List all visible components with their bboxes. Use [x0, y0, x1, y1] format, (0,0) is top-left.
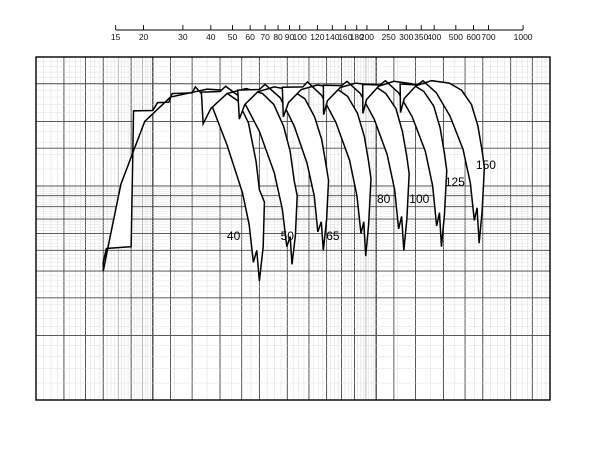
top-axis-tick-label: 100 — [293, 32, 307, 42]
curve-label-125: 125 — [445, 175, 465, 189]
top-axis-tick-label: 40 — [206, 32, 216, 42]
pump-envelope-80[interactable] — [281, 80, 372, 257]
pump-envelope-150[interactable] — [399, 79, 486, 244]
top-axis-tick-label: 60 — [245, 32, 255, 42]
top-axis-tick-label: 140 — [325, 32, 339, 42]
top-axis-tick-label: 90 — [285, 32, 295, 42]
top-axis-tick-label: 200 — [360, 32, 374, 42]
top-axis-tick-label: 70 — [260, 32, 270, 42]
pump-envelope-125[interactable] — [361, 79, 448, 247]
top-axis-tick-label: 20 — [139, 32, 149, 42]
top-axis-tick-label: 80 — [273, 32, 283, 42]
top-axis-tick-label: 1000 — [514, 32, 533, 42]
top-axis-tick-label: 30 — [178, 32, 188, 42]
top-axis-tick-label: 500 — [449, 32, 463, 42]
curve-label-80: 80 — [377, 192, 391, 206]
top-axis-tick-label: 400 — [427, 32, 441, 42]
top-axis-tick-label: 15 — [111, 32, 121, 42]
top-axis-tick-label: 300 — [399, 32, 413, 42]
top-axis-tick-label: 250 — [381, 32, 395, 42]
pump-envelope-65[interactable] — [236, 83, 330, 251]
curve-label-65: 65 — [326, 229, 340, 243]
top-axis-tick-label: 160 — [338, 32, 352, 42]
top-axis-tick-label: 120 — [310, 32, 324, 42]
curve-label-150: 150 — [476, 158, 496, 172]
top-axis-tick-label: 50 — [228, 32, 238, 42]
pump-envelope-100[interactable] — [322, 80, 410, 251]
top-axis-tick-label: 180 — [350, 32, 364, 42]
curve-label-100: 100 — [409, 192, 429, 206]
plot-border — [35, 56, 551, 401]
pump-envelope-50[interactable] — [200, 85, 298, 265]
top-axis-tick-label: 600 — [466, 32, 480, 42]
top-axis-tick-label: 350 — [414, 32, 428, 42]
pump-envelope-40[interactable] — [102, 85, 266, 281]
curve-label-40: 40 — [227, 229, 241, 243]
curve-label-50: 50 — [281, 229, 295, 243]
top-axis-tick-label: 700 — [481, 32, 495, 42]
